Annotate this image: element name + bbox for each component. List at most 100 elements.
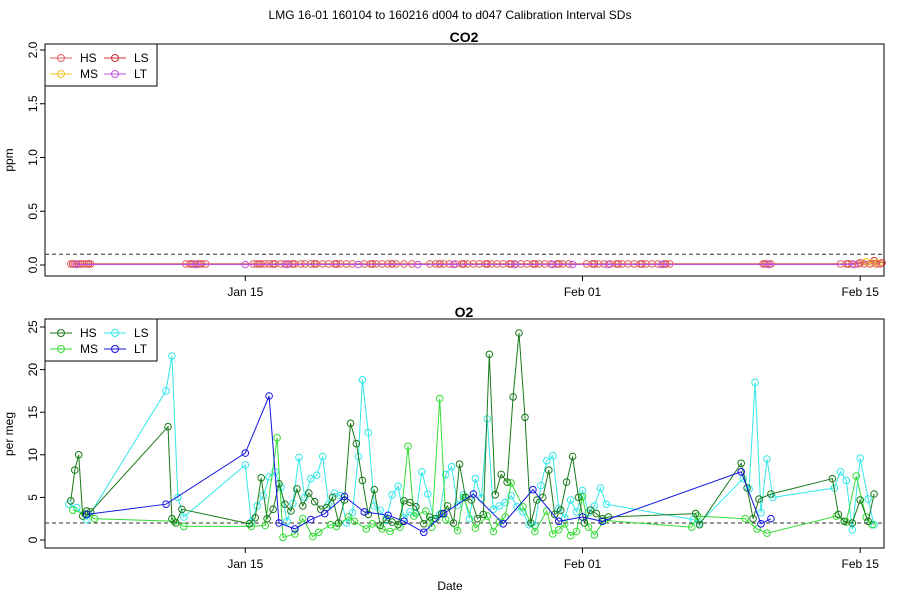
- o2-point-ls: [424, 490, 432, 498]
- o2-point-ms: [489, 527, 498, 536]
- co2-point-hs: [481, 260, 490, 268]
- o2-point-lt: [529, 485, 537, 494]
- o2-point-hs: [834, 510, 843, 519]
- o2-point-ls: [507, 491, 515, 500]
- o2-point-hs: [346, 419, 355, 428]
- o2-point-ls: [836, 468, 845, 476]
- o2-series-lt-line: [86, 395, 772, 533]
- o2-point-ls: [537, 481, 545, 490]
- o2-point-hs: [767, 490, 775, 498]
- o2-point-ls: [471, 474, 480, 483]
- co2-point-hs: [463, 260, 472, 268]
- co2-point-hs: [759, 260, 767, 268]
- co2-legend-ls-label: LS: [134, 51, 149, 65]
- co2-y-tick-label: 0.0: [26, 256, 40, 273]
- o2-point-ms: [261, 521, 270, 530]
- co2-point-lt: [568, 260, 577, 269]
- o2-point-ls: [525, 520, 533, 529]
- o2-y-tick-label: 5: [26, 494, 40, 501]
- co2-point-hs: [654, 260, 662, 268]
- o2-title: O2: [455, 304, 474, 320]
- o2-series-hs-line: [70, 332, 875, 527]
- co2-point-hs: [408, 260, 416, 268]
- co2-point-hs: [86, 260, 95, 268]
- o2-point-ls: [364, 428, 373, 437]
- co2-x-tick-label: Feb 15: [842, 285, 880, 299]
- o2-point-ls: [596, 484, 605, 492]
- o2-point-hs: [691, 509, 700, 518]
- o2-point-ls: [501, 498, 510, 507]
- co2-point-lt: [241, 260, 250, 269]
- o2-point-hs: [443, 502, 452, 510]
- co2-point-hs: [854, 260, 863, 268]
- o2-point-ms: [299, 514, 307, 523]
- co2-point-hs: [348, 260, 357, 268]
- o2-point-ms: [507, 479, 515, 487]
- o2-point-ls: [543, 457, 551, 465]
- o2-series-ls-line: [68, 355, 875, 530]
- co2-point-hs: [426, 260, 434, 268]
- o2-point-ms: [483, 512, 492, 520]
- co2-legend-ms-marker: [57, 70, 65, 78]
- o2-legend-box: [44, 318, 158, 362]
- o2-point-ms: [453, 526, 462, 535]
- co2-point-hs: [666, 260, 674, 268]
- co2-point-hs: [594, 260, 603, 268]
- co2-point-hs: [505, 260, 513, 268]
- co2-legend-ms-label: MS: [80, 67, 98, 81]
- co2-point-hs: [67, 260, 75, 268]
- co2-legend-box: [44, 43, 158, 87]
- o2-point-hs: [840, 517, 849, 526]
- o2-point-ls: [430, 514, 438, 523]
- o2-point-hs: [67, 497, 75, 505]
- o2-point-hs: [71, 466, 79, 474]
- o2-point-hs: [358, 476, 367, 485]
- o2-point-hs: [743, 484, 751, 492]
- o2-point-lt: [499, 520, 508, 528]
- o2-point-hs: [479, 510, 488, 519]
- co2-point-hs: [291, 260, 299, 268]
- co2-point-hs: [312, 260, 321, 268]
- o2-point-ls: [265, 473, 273, 481]
- o2-point-ls: [870, 520, 878, 529]
- co2-point-lt: [765, 260, 773, 269]
- co2-point-lt: [283, 260, 291, 269]
- o2-point-hs: [352, 439, 361, 448]
- co2-point-hs: [82, 260, 91, 268]
- co2-point-hs: [457, 260, 466, 268]
- o2-point-hs: [310, 497, 319, 506]
- co2-point-hs: [866, 260, 874, 268]
- co2-point-lt: [658, 260, 666, 269]
- co2-point-hs: [400, 260, 408, 268]
- co2-point-hs: [439, 260, 448, 268]
- o2-legend-ms-label: MS: [80, 342, 98, 356]
- co2-legend-lt-marker: [111, 70, 119, 78]
- co2-point-lt: [72, 260, 81, 269]
- co2-point-hs: [297, 260, 305, 268]
- co2-point-hs: [330, 260, 339, 268]
- o2-point-ls: [441, 470, 450, 479]
- co2-point-lt: [354, 260, 363, 269]
- o2-legend-ls-label: LS: [134, 326, 149, 340]
- o2-legend-ms-marker: [57, 345, 65, 353]
- o2-point-ls: [489, 505, 498, 514]
- o2-point-ms: [495, 518, 504, 526]
- o2-point-hs: [509, 393, 517, 401]
- co2-y-tick-label: 1.0: [26, 149, 40, 166]
- o2-point-hs: [749, 514, 757, 523]
- o2-point-ls: [453, 501, 462, 509]
- o2-point-hs: [437, 509, 446, 518]
- o2-point-hs: [74, 451, 83, 459]
- o2-point-hs: [521, 413, 529, 422]
- o2-point-hs: [856, 496, 865, 504]
- o2-point-ms: [852, 472, 861, 480]
- co2-point-hs: [186, 260, 194, 268]
- co2-point-hs: [529, 260, 537, 268]
- o2-point-ms: [471, 524, 480, 532]
- o2-point-ms: [554, 526, 563, 534]
- o2-point-lt: [400, 517, 408, 526]
- o2-point-lt: [767, 514, 775, 523]
- o2-point-ms: [422, 507, 430, 515]
- co2-point-hs: [612, 260, 621, 268]
- o2-point-hs: [334, 519, 343, 527]
